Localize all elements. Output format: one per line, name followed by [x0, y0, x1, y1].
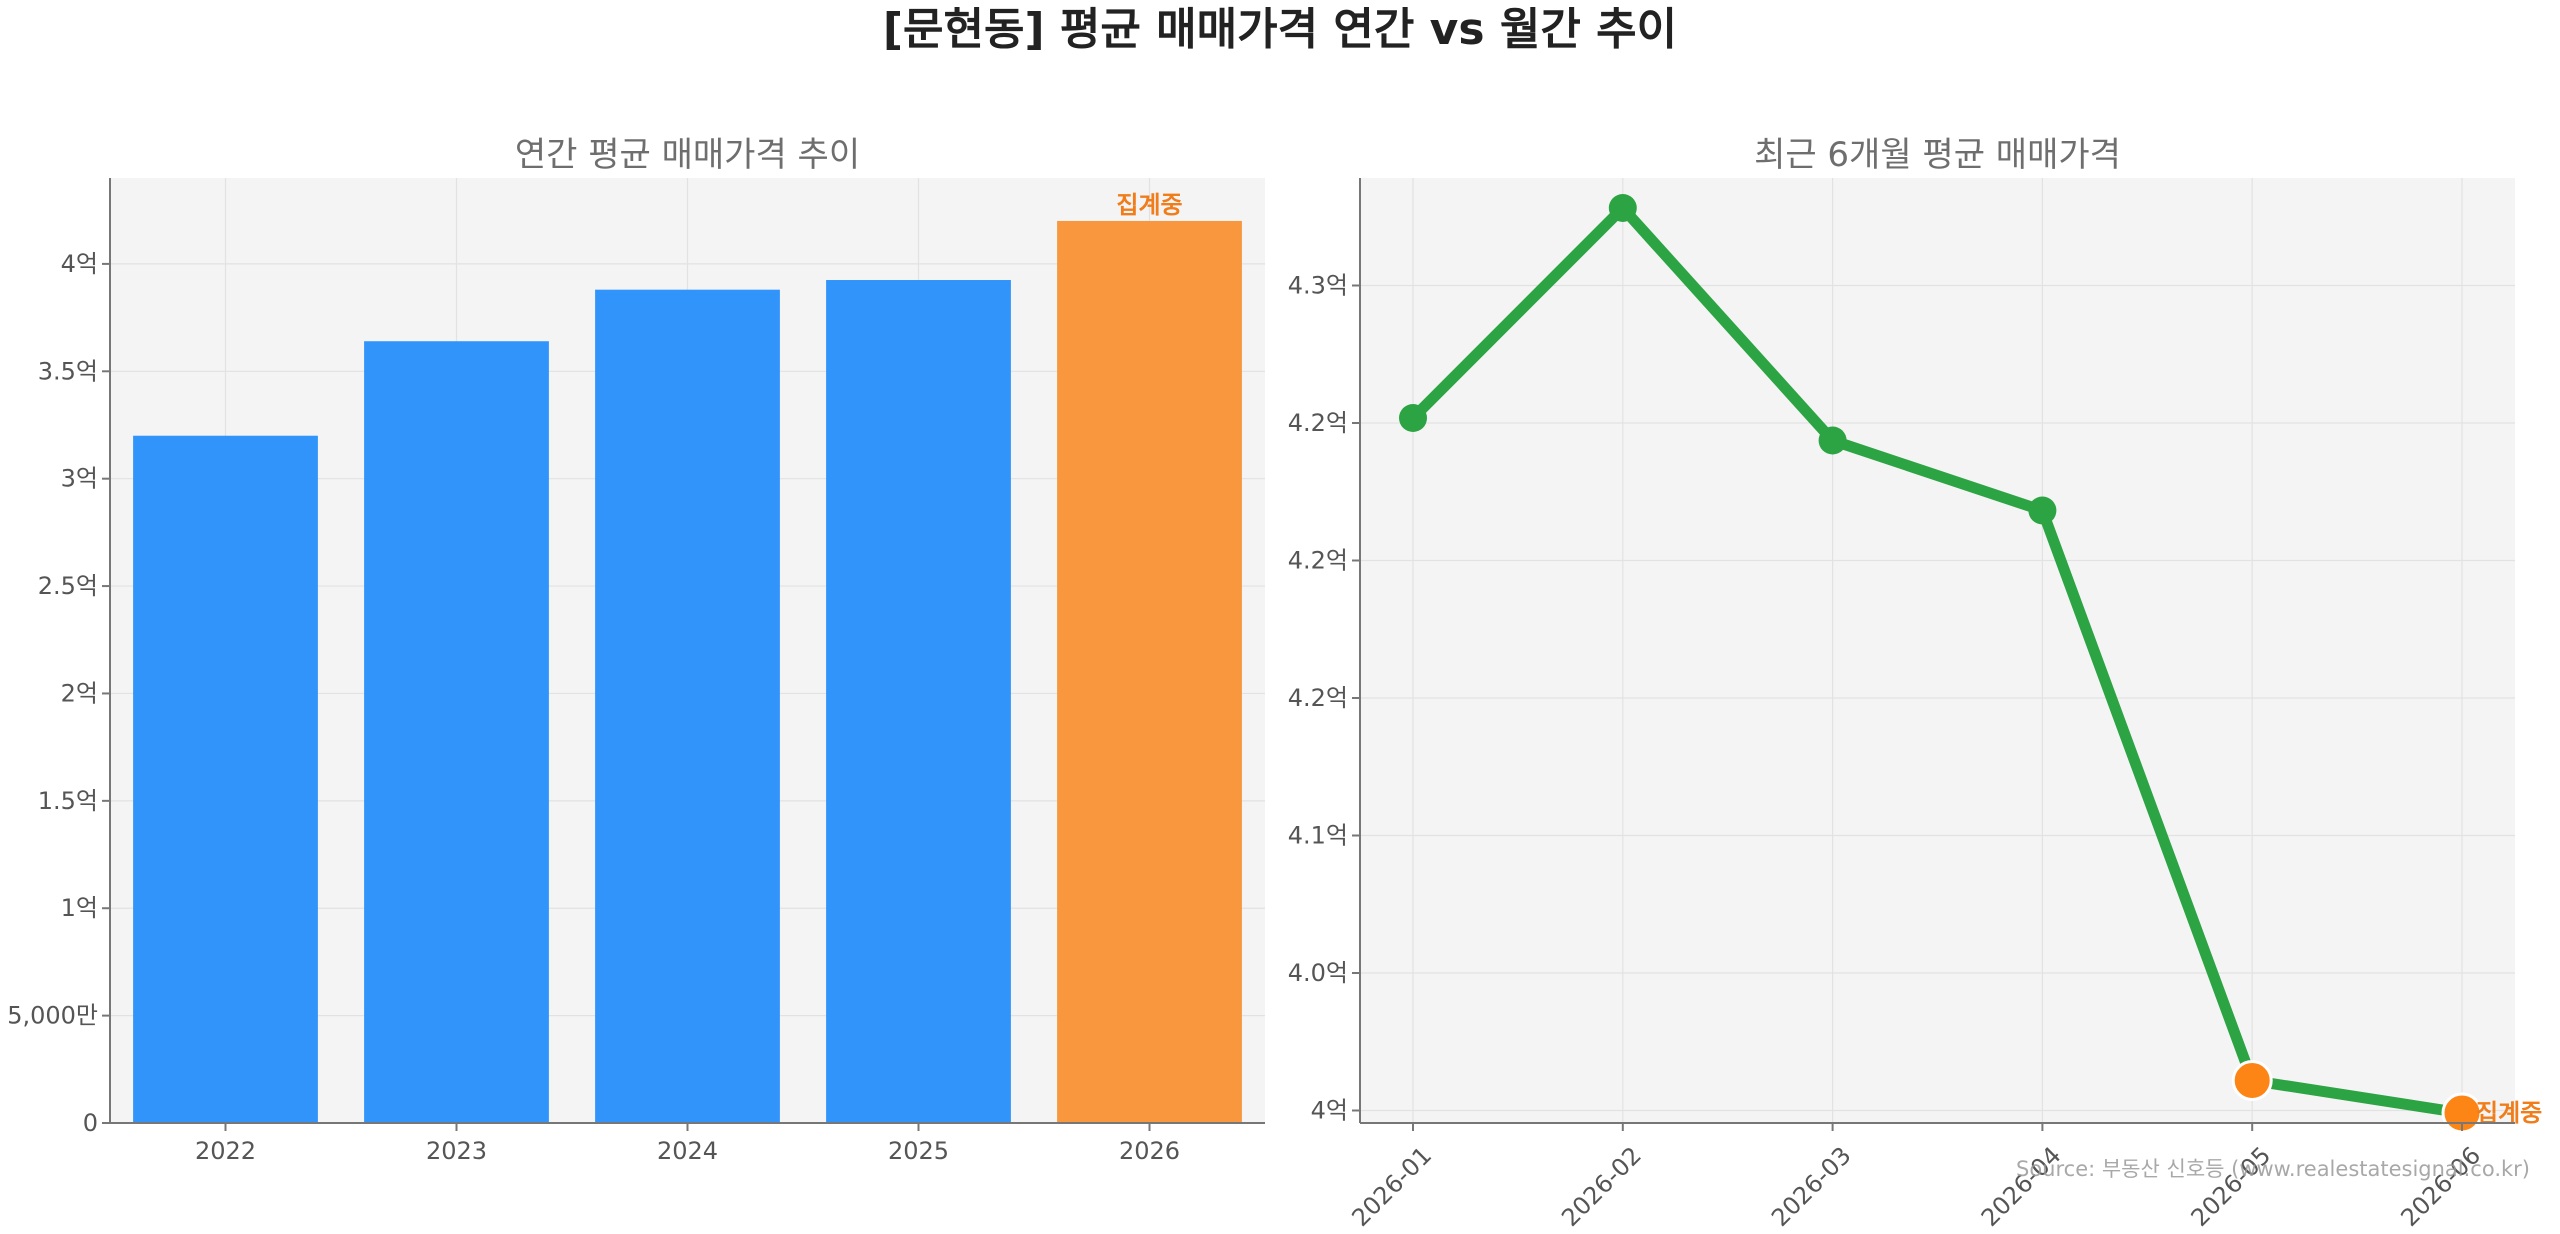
- x-tick-label: 2026-04: [1976, 1141, 2067, 1232]
- x-tick-label: 2026-01: [1346, 1141, 1437, 1232]
- x-tick-label: 2026-02: [1556, 1141, 1647, 1232]
- y-tick-label: 1.5억: [38, 787, 98, 815]
- bar-2022: [133, 435, 318, 1123]
- y-tick-label: 4.2억: [1288, 409, 1348, 437]
- bar-2024: [595, 289, 780, 1123]
- source-note: Source: 부동산 신호등 (www.realestatesignal.co…: [2016, 1157, 2530, 1181]
- x-tick-label: 2026: [1119, 1137, 1180, 1165]
- y-tick-label: 4.2억: [1288, 547, 1348, 575]
- annual-chart-title: 연간 평균 매매가격 추이: [515, 135, 860, 175]
- y-tick-label: 4.1억: [1288, 822, 1348, 850]
- data-point-2026-05: [2231, 1060, 2273, 1101]
- bar-2023: [364, 341, 549, 1123]
- x-tick-label: 2026-03: [1766, 1141, 1857, 1232]
- x-tick-label: 2026-06: [2395, 1141, 2486, 1232]
- bar-2026: [1057, 220, 1242, 1124]
- annual-bar-chart: 집계중 0 5,000만 1억 1.5억 2억 2.5억 3억 3.5억 4억 2022 2023 20…: [7, 135, 1265, 1165]
- monthly-chart-title: 최근 6개월 평균 매매가격: [1754, 135, 2121, 175]
- y-tick-label: 4.2억: [1288, 684, 1348, 712]
- plot-area: [1360, 178, 2515, 1123]
- y-tick-label: 4억: [61, 250, 98, 278]
- y-tick-label: 3억: [61, 465, 98, 493]
- series-line: [1407, 202, 2468, 1119]
- y-tick-label: 1억: [61, 894, 98, 922]
- y-tick-label: 3.5억: [38, 357, 98, 385]
- data-point-2026-01: [1399, 404, 1427, 432]
- y-tick-label: 0: [83, 1109, 98, 1137]
- data-point-2026-04: [2028, 496, 2057, 525]
- y-tick-label: 5,000만: [7, 1002, 98, 1030]
- y-tick-label: 2.5억: [38, 572, 98, 600]
- data-point-2026-03: [1818, 426, 1847, 455]
- data-point-2026-02: [1608, 194, 1637, 222]
- y-tick-label: 4억: [1311, 1097, 1348, 1125]
- y-tick-label: 4.3억: [1288, 272, 1348, 300]
- x-tick-label: 2023: [426, 1137, 487, 1165]
- x-tick-label: 2024: [657, 1137, 718, 1165]
- x-tick-label: 2025: [888, 1137, 949, 1165]
- x-tick-label: 2022: [195, 1137, 256, 1165]
- x-tick-label: 2026-05: [2186, 1141, 2277, 1232]
- figure-title: [문현동] 평균 매매가격 연간 vs 월간 추이: [882, 4, 1678, 55]
- y-tick-label: 4.0억: [1288, 959, 1348, 987]
- y-tick-label: 2억: [61, 679, 98, 707]
- bar-2025: [826, 280, 1011, 1123]
- bar-annotation: 집계중: [1116, 191, 1182, 219]
